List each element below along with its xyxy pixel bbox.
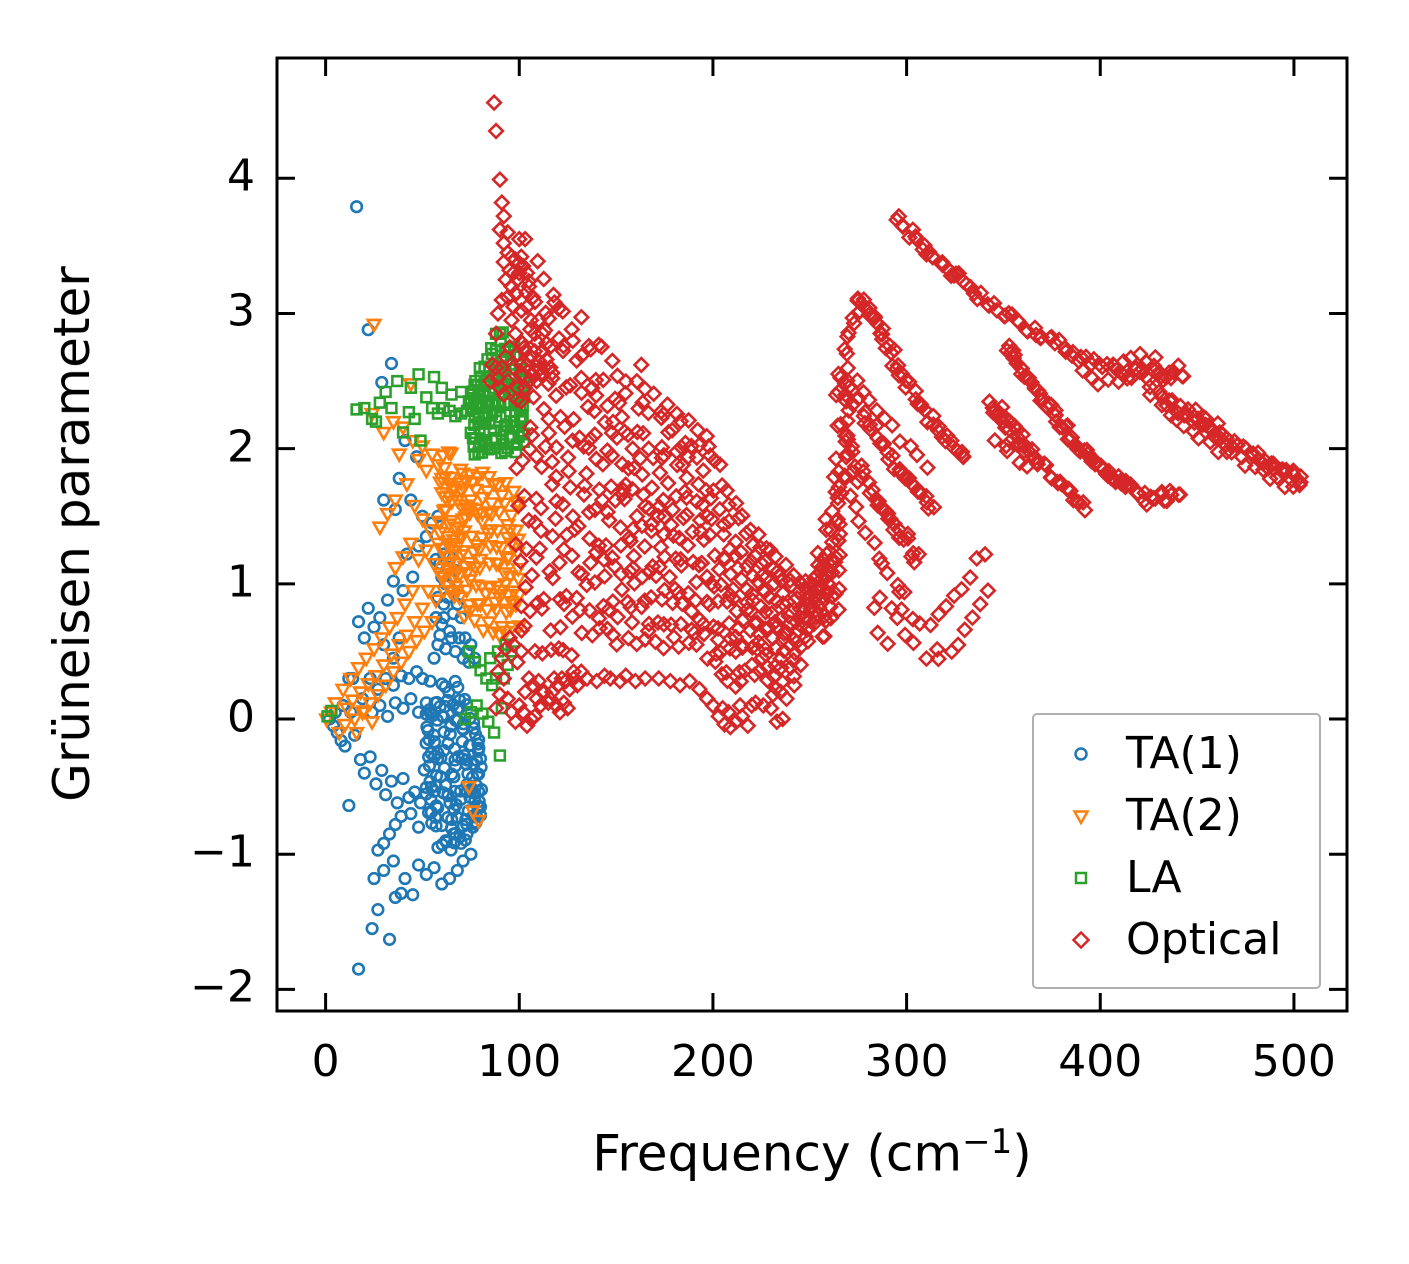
x-axis-label: Frequency (cm−1) [592,1122,1032,1183]
legend-item-la: LA [1034,847,1319,909]
x-axis-label-close: ) [1012,1124,1032,1183]
x-tick-label: 200 [670,1036,755,1087]
legend: TA(1) TA(2) LA Optical [1032,713,1321,989]
legend-square-icon [1074,871,1088,885]
y-axis-label: Grüneisen parameter [43,266,101,802]
x-tick-label: 0 [311,1036,340,1087]
y-tick-label: 4 [227,150,255,202]
y-tick-label: −2 [190,961,255,1013]
x-axis-label-superscript: −1 [962,1122,1013,1162]
x-tick-label: 100 [477,1036,562,1087]
legend-item-optical: Optical [1034,909,1319,971]
y-tick-label: 2 [227,421,255,473]
y-tick-label: 3 [227,285,255,337]
x-tick-label: 400 [1058,1036,1143,1087]
legend-circle-icon [1074,747,1088,761]
legend-diamond-icon [1071,930,1091,950]
legend-rows: TA(1) TA(2) LA Optical [1034,723,1319,971]
y-axis-label-text: Grüneisen parameter [43,266,101,802]
x-tick-label: 500 [1251,1036,1336,1087]
legend-item-ta-2: TA(2) [1034,785,1319,847]
y-tick-label: 1 [227,556,255,608]
legend-item-ta-1: TA(1) [1034,723,1319,785]
legend-label: TA(1) [1126,728,1242,779]
y-tick-label: −1 [190,826,255,878]
x-tick-label: 300 [864,1036,949,1087]
legend-label: TA(2) [1126,790,1242,841]
legend-label: Optical [1126,914,1282,965]
x-axis-label-text: Frequency (cm [592,1124,963,1183]
y-tick-label: 0 [227,691,255,743]
legend-triangle-down-icon [1072,810,1090,826]
legend-label: LA [1126,852,1182,903]
